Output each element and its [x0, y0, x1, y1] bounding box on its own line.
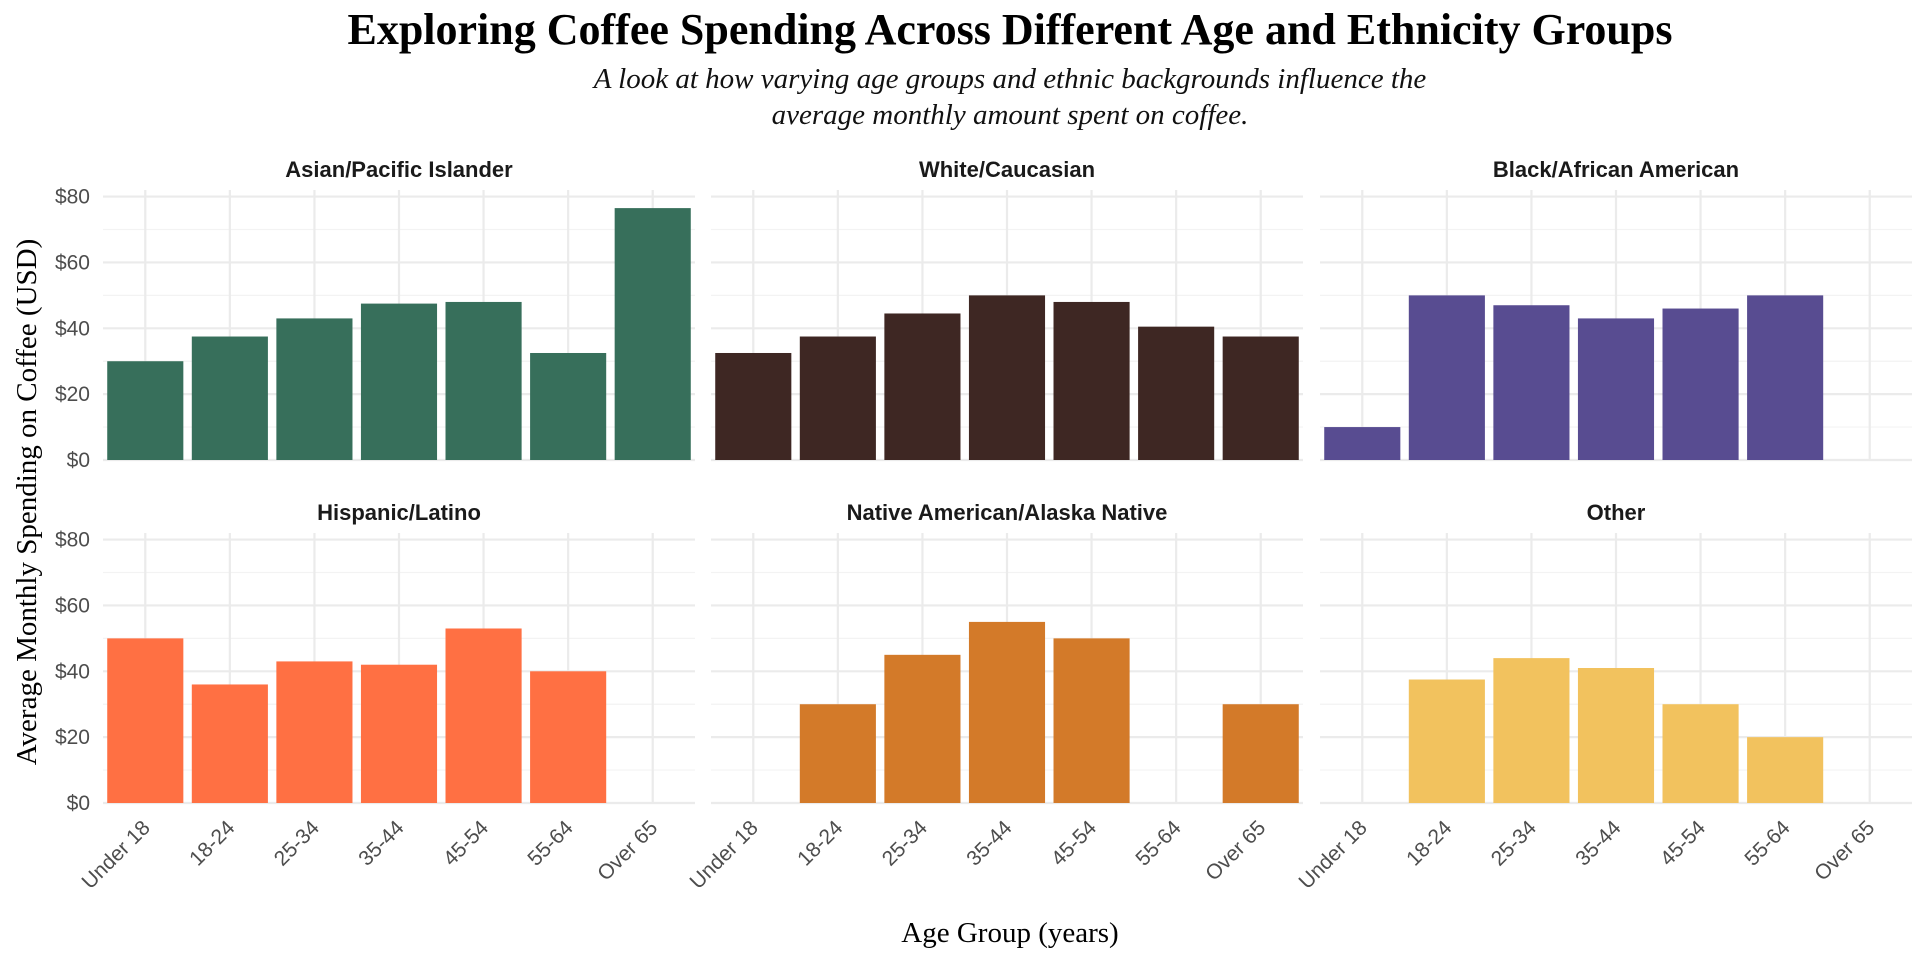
- bar-18-24: [799, 336, 876, 460]
- bar-18-24: [191, 336, 268, 460]
- bar-35-44: [968, 621, 1046, 803]
- bar-35-44: [968, 295, 1046, 460]
- y-tick-label: $0: [67, 449, 90, 472]
- x-tick-label: 35-44: [1571, 816, 1625, 870]
- x-tick-label: 45-54: [439, 816, 493, 870]
- x-tick-label: 55-64: [523, 816, 577, 870]
- bar-over-65: [614, 208, 691, 460]
- y-tick-label: $60: [55, 251, 90, 274]
- x-tick-label: 35-44: [354, 816, 408, 870]
- x-tick-label: 55-64: [1131, 816, 1185, 870]
- bar-under-18: [1324, 427, 1401, 460]
- y-tick-label: $40: [55, 317, 90, 340]
- y-tick-label: $20: [55, 726, 90, 749]
- facet-black-african-american: Black/African American: [1320, 157, 1912, 462]
- bar-35-44: [360, 664, 438, 803]
- y-tick-label: $40: [55, 660, 90, 683]
- bar-under-18: [107, 361, 184, 460]
- bar-45-54: [1662, 308, 1739, 460]
- x-tick-label: Over 65: [1201, 816, 1270, 885]
- y-axis-title: Average Monthly Spending on Coffee (USD): [11, 239, 43, 765]
- bar-45-54: [1053, 638, 1130, 803]
- facet-other: Other Under 18 18-24 25-34 35-44 45-54 55-64 Ov…: [1294, 500, 1912, 894]
- facet-title: Asian/Pacific Islander: [285, 157, 513, 182]
- facet-asian-pacific-islander: Asian/Pacific Islander $0 $20 $40 $60 $80: [55, 157, 695, 472]
- chart-subtitle-line-2: average monthly amount spent on coffee.: [772, 99, 1249, 131]
- bar-25-34: [276, 661, 353, 803]
- x-tick-label: Over 65: [1810, 816, 1879, 885]
- bar-55-64: [530, 671, 607, 803]
- y-tick-label: $20: [55, 383, 90, 406]
- facet-hispanic-latino: Hispanic/Latino $0 $20 $40 $60 $80 Under 18 18-…: [55, 500, 695, 894]
- bar-55-64: [530, 352, 607, 460]
- bar-35-44: [1577, 318, 1655, 460]
- x-axis-title: Age Group (years): [901, 917, 1118, 949]
- bar-35-44: [1577, 668, 1655, 803]
- bar-45-54: [445, 628, 522, 803]
- facet-white-caucasian: White/Caucasian: [711, 157, 1303, 462]
- facet-title: Other: [1587, 500, 1646, 525]
- facet-title: White/Caucasian: [919, 157, 1095, 182]
- bar-25-34: [1493, 305, 1570, 460]
- x-tick-label: 35-44: [962, 816, 1016, 870]
- bar-18-24: [191, 684, 268, 803]
- chart-title: Exploring Coffee Spending Across Differe…: [347, 5, 1672, 54]
- bar-35-44: [360, 303, 438, 460]
- x-tick-label: 45-54: [1047, 816, 1101, 870]
- bar-under-18: [107, 638, 184, 803]
- x-tick-label: 55-64: [1740, 816, 1794, 870]
- x-tick-label: 18-24: [793, 816, 847, 870]
- x-tick-label: Under 18: [1294, 816, 1371, 893]
- x-tick-label: 18-24: [185, 816, 239, 870]
- facet-native-american-alaska-native: Native American/Alaska Native Under 18 18-…: [685, 500, 1303, 894]
- bar-25-34: [276, 318, 353, 460]
- bar-55-64: [1747, 295, 1824, 460]
- x-tick-label: 45-54: [1656, 816, 1710, 870]
- bar-18-24: [1408, 295, 1485, 460]
- facet-title: Native American/Alaska Native: [847, 500, 1168, 525]
- bar-18-24: [799, 704, 876, 803]
- bar-45-54: [445, 301, 522, 460]
- bar-25-34: [884, 313, 961, 460]
- x-tick-label: Under 18: [685, 816, 762, 893]
- bar-25-34: [1493, 658, 1570, 803]
- x-tick-label: Over 65: [593, 816, 662, 885]
- bar-18-24: [1408, 679, 1485, 803]
- y-tick-label: $60: [55, 594, 90, 617]
- facet-title: Black/African American: [1493, 157, 1739, 182]
- bar-over-65: [1222, 704, 1299, 803]
- y-tick-label: $80: [55, 529, 90, 552]
- bar-55-64: [1747, 737, 1824, 803]
- facet-title: Hispanic/Latino: [317, 500, 481, 525]
- x-tick-label: 25-34: [1487, 816, 1541, 870]
- bar-45-54: [1662, 704, 1739, 803]
- x-tick-label: 25-34: [270, 816, 324, 870]
- x-tick-label: Under 18: [77, 816, 154, 893]
- chart-subtitle-line-1: A look at how varying age groups and eth…: [592, 63, 1427, 95]
- x-tick-label: 25-34: [878, 816, 932, 870]
- y-tick-label: $80: [55, 186, 90, 209]
- bar-25-34: [884, 654, 961, 803]
- facet-panels: Asian/Pacific Islander $0 $20 $40 $60 $80 Whit…: [55, 157, 1912, 894]
- bar-45-54: [1053, 301, 1130, 460]
- y-tick-label: $0: [67, 792, 90, 815]
- bar-over-65: [1222, 336, 1299, 460]
- bar-under-18: [715, 352, 792, 460]
- bar-55-64: [1138, 326, 1215, 460]
- x-tick-label: 18-24: [1402, 816, 1456, 870]
